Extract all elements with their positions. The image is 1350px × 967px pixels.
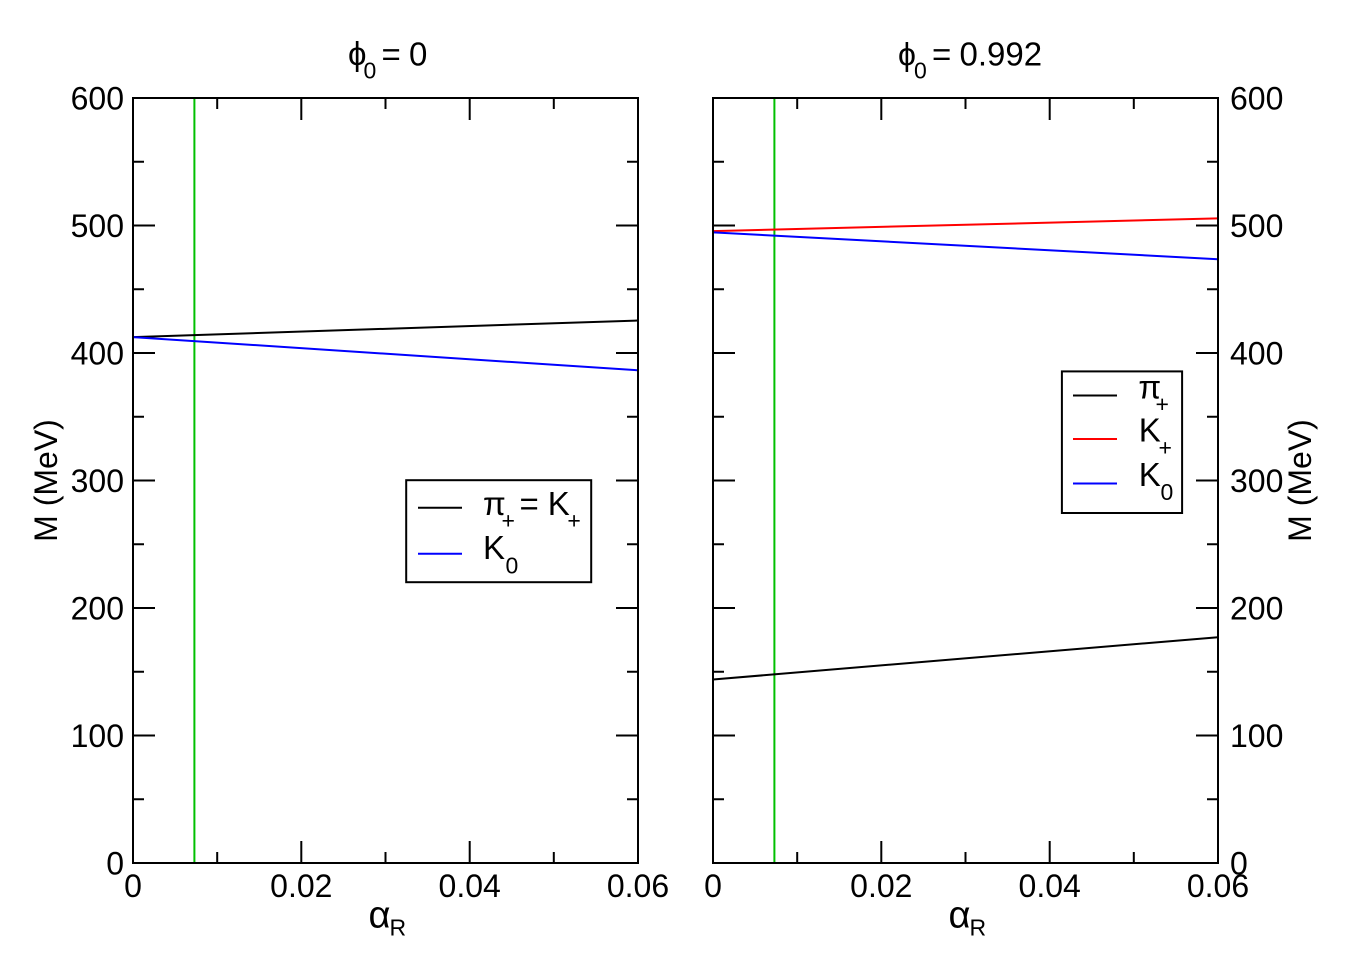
svg-text:0: 0 xyxy=(364,58,377,84)
svg-text:K: K xyxy=(483,529,505,566)
svg-text:200: 200 xyxy=(1230,590,1283,626)
svg-text:500: 500 xyxy=(1230,208,1283,244)
svg-text:300: 300 xyxy=(71,463,124,499)
svg-text:M (MeV): M (MeV) xyxy=(1282,419,1318,542)
svg-text:α: α xyxy=(949,895,971,937)
svg-text:ϕ: ϕ xyxy=(898,37,916,73)
svg-text:0.02: 0.02 xyxy=(270,868,332,904)
svg-text:100: 100 xyxy=(1230,718,1283,754)
svg-text:=: = xyxy=(932,36,951,73)
svg-text:400: 400 xyxy=(1230,335,1283,371)
svg-text:600: 600 xyxy=(1230,80,1283,116)
svg-text:R: R xyxy=(390,915,407,941)
svg-text:0.04: 0.04 xyxy=(439,868,501,904)
svg-text:0: 0 xyxy=(1161,479,1174,505)
svg-text:0.06: 0.06 xyxy=(607,868,669,904)
svg-text:600: 600 xyxy=(71,80,124,116)
svg-text:K: K xyxy=(1139,412,1161,449)
svg-text:M (MeV): M (MeV) xyxy=(28,419,64,542)
svg-text:0.06: 0.06 xyxy=(1187,868,1249,904)
svg-text:R: R xyxy=(970,915,987,941)
svg-text:α: α xyxy=(369,895,391,937)
svg-text:0.02: 0.02 xyxy=(850,868,912,904)
svg-text:0: 0 xyxy=(124,868,142,904)
svg-text:0.04: 0.04 xyxy=(1019,868,1081,904)
svg-text:100: 100 xyxy=(71,718,124,754)
svg-text:0: 0 xyxy=(914,58,927,84)
svg-text:200: 200 xyxy=(71,590,124,626)
svg-text:0: 0 xyxy=(106,845,124,881)
svg-text:=: = xyxy=(382,36,401,73)
svg-text:+: + xyxy=(1156,391,1169,417)
svg-text:500: 500 xyxy=(71,208,124,244)
svg-text:300: 300 xyxy=(1230,463,1283,499)
svg-text:ϕ: ϕ xyxy=(348,35,366,72)
svg-text:0: 0 xyxy=(1230,845,1248,881)
svg-text:K: K xyxy=(1139,456,1161,493)
svg-text:π: π xyxy=(483,485,506,522)
svg-text:0: 0 xyxy=(506,553,519,579)
svg-text:+: + xyxy=(1159,435,1172,461)
svg-text:=: = xyxy=(520,485,539,522)
svg-text:0.992: 0.992 xyxy=(960,36,1043,73)
svg-text:+: + xyxy=(567,508,580,534)
svg-text:0: 0 xyxy=(409,36,427,73)
svg-text:0: 0 xyxy=(704,868,722,904)
svg-text:π: π xyxy=(1138,369,1161,406)
svg-text:+: + xyxy=(502,508,515,534)
svg-text:K: K xyxy=(548,485,570,522)
svg-text:400: 400 xyxy=(71,335,124,371)
